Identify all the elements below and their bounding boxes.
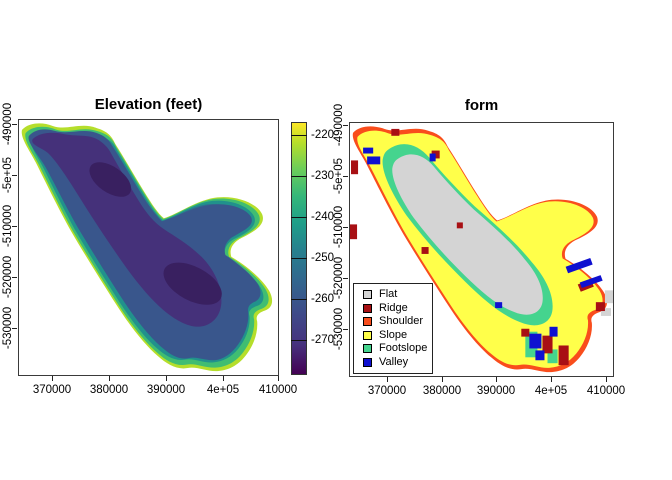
elevation-raster xyxy=(21,123,273,372)
y-axis-tick-label: -5e+05 xyxy=(333,157,345,195)
elevation-colorbar xyxy=(291,122,307,375)
legend-label: Valley xyxy=(379,355,409,368)
x-axis-tick-label: 390000 xyxy=(476,385,516,397)
y-axis-tick xyxy=(12,175,17,176)
y-axis-tick xyxy=(343,227,348,228)
x-axis-tick-label: 370000 xyxy=(32,384,72,396)
legend-row: Slope xyxy=(363,329,432,343)
x-axis-tick xyxy=(442,377,443,382)
legend-row: Flat xyxy=(363,288,432,302)
y-axis-tick xyxy=(12,226,17,227)
y-axis-tick xyxy=(12,124,17,125)
elevation-blob xyxy=(21,123,273,372)
y-axis-tick-label: -530000 xyxy=(2,306,14,350)
y-axis-tick-label: -510000 xyxy=(333,205,345,249)
x-axis-tick-label: 390000 xyxy=(146,384,186,396)
x-axis-tick-label: 410000 xyxy=(586,385,626,397)
y-axis-tick xyxy=(343,125,348,126)
legend-swatch xyxy=(363,303,372,313)
legend-row: Shoulder xyxy=(363,315,432,329)
y-axis-tick-label: -5e+05 xyxy=(2,156,14,194)
legend-label: Shoulder xyxy=(379,315,424,328)
elevation-plot-area xyxy=(18,119,279,376)
colorbar-tick xyxy=(291,135,307,136)
form-raster xyxy=(350,126,613,373)
legend-swatch xyxy=(363,317,372,327)
y-axis-tick-label: -530000 xyxy=(333,307,345,351)
colorbar-tick xyxy=(291,299,307,300)
y-axis-tick xyxy=(12,328,17,329)
y-axis-tick xyxy=(343,176,348,177)
y-axis-tick-label: -490000 xyxy=(2,102,14,146)
valley-patches xyxy=(363,147,603,361)
form-blob xyxy=(350,126,613,373)
x-axis-tick-label: 380000 xyxy=(422,385,462,397)
colorbar-tick-label: -250 xyxy=(311,252,335,264)
elevation-title: Elevation (feet) xyxy=(94,96,203,113)
x-axis-tick-label: 380000 xyxy=(89,384,129,396)
colorbar-tick-label: -220 xyxy=(311,129,335,141)
x-axis-tick xyxy=(278,376,279,381)
y-axis-tick-label: -490000 xyxy=(333,103,345,147)
x-axis-tick-label: 4e+05 xyxy=(534,385,568,397)
colorbar-tick xyxy=(291,176,307,177)
y-axis-tick xyxy=(12,277,17,278)
colorbar-tick xyxy=(291,258,307,259)
y-axis-tick-label: -510000 xyxy=(2,204,14,248)
legend-label: Flat xyxy=(379,288,398,301)
legend-swatch xyxy=(363,330,372,340)
x-axis-tick-label: 410000 xyxy=(258,384,298,396)
x-axis-tick xyxy=(606,377,607,382)
colorbar-tick-label: -230 xyxy=(311,170,335,182)
legend-swatch xyxy=(363,290,372,300)
y-axis-tick xyxy=(343,278,348,279)
form-plot-area xyxy=(349,122,614,377)
colorbar-tick xyxy=(291,340,307,341)
form-title: form xyxy=(464,97,499,114)
legend-label: Footslope xyxy=(379,342,428,355)
legend: Flat Ridge Shoulder Slope Footslope Valley xyxy=(353,283,433,374)
x-axis-tick xyxy=(551,377,552,382)
colorbar-tick-label: -260 xyxy=(311,293,335,305)
legend-row: Footslope xyxy=(363,342,432,356)
colorbar-tick-label: -270 xyxy=(311,334,335,346)
legend-swatch xyxy=(363,344,372,354)
legend-swatch xyxy=(363,357,372,367)
legend-label: Ridge xyxy=(379,301,408,314)
legend-label: Slope xyxy=(379,328,408,341)
colorbar-tick-label: -240 xyxy=(311,211,335,223)
x-axis-tick xyxy=(109,376,110,381)
x-axis-tick-label: 370000 xyxy=(367,385,407,397)
x-axis-tick xyxy=(223,376,224,381)
legend-row: Valley xyxy=(363,356,432,370)
y-axis-tick xyxy=(343,329,348,330)
x-axis-tick-label: 4e+05 xyxy=(206,384,240,396)
x-axis-tick xyxy=(52,376,53,381)
y-axis-tick-label: -520000 xyxy=(2,255,14,299)
legend-row: Ridge xyxy=(363,302,432,316)
x-axis-tick xyxy=(166,376,167,381)
y-axis-tick-label: -520000 xyxy=(333,256,345,300)
colorbar-tick xyxy=(291,217,307,218)
x-axis-tick xyxy=(496,377,497,382)
flat-patches xyxy=(600,290,613,316)
x-axis-tick xyxy=(387,377,388,382)
